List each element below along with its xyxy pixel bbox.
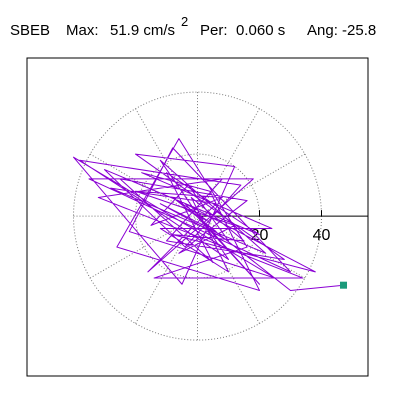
max-label: Max: [66,22,99,39]
station: SBEB [10,22,50,39]
max-value: 51.9 cm/s [110,22,175,39]
angle: Ang: -25.8 [307,22,376,39]
tick-label: 40 [313,227,331,244]
end-marker [340,281,348,289]
plot-frame [26,57,369,377]
per-value: 0.060 s [236,22,285,39]
range-ring [135,153,260,279]
per-label: Per: [200,22,228,39]
max-exponent: 2 [181,14,188,29]
trace [73,138,344,291]
